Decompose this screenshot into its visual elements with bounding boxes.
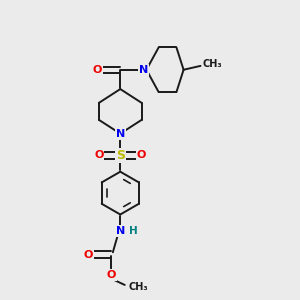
- Text: O: O: [94, 150, 104, 160]
- Text: O: O: [107, 270, 116, 280]
- Text: CH₃: CH₃: [202, 59, 222, 69]
- Text: H: H: [129, 226, 137, 236]
- Text: N: N: [116, 226, 125, 236]
- Text: S: S: [116, 149, 125, 162]
- Text: N: N: [116, 129, 125, 139]
- Text: O: O: [93, 65, 102, 75]
- Text: O: O: [84, 250, 93, 260]
- Text: CH₃: CH₃: [128, 282, 148, 292]
- Text: O: O: [137, 150, 146, 160]
- Text: N: N: [139, 65, 148, 75]
